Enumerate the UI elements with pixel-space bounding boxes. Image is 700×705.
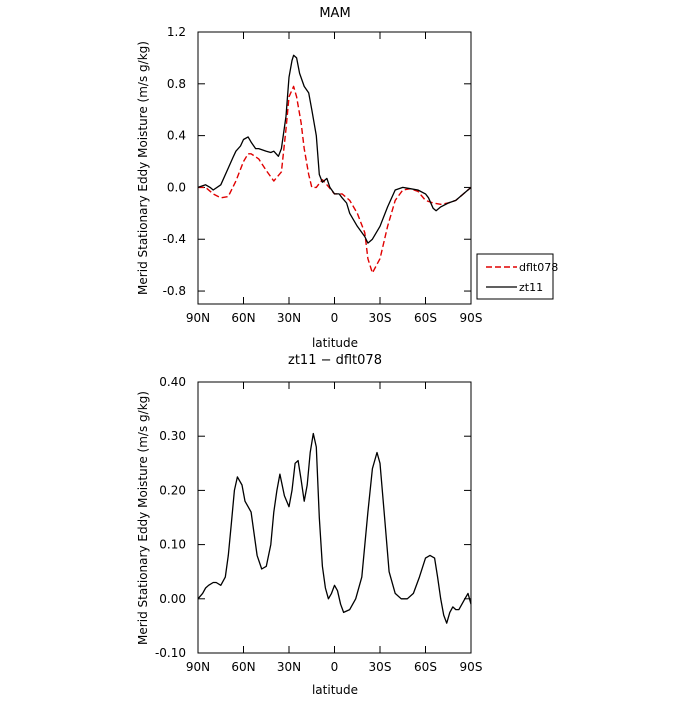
x-tick-label: 60N: [231, 311, 255, 325]
legend: dflt078 zt11: [476, 253, 558, 300]
chart-title: zt11 − dflt078: [288, 353, 382, 368]
lines-layer: [197, 54, 472, 274]
y-tick-label: 0.20: [159, 483, 186, 497]
x-tick-label: 60S: [414, 311, 437, 325]
series-line-zt11: [197, 54, 472, 244]
y-tick-label: 0.4: [167, 129, 186, 143]
y-tick-label: 0.00: [159, 592, 186, 606]
series-line-dflt078: [198, 85, 472, 274]
x-tick-label: 90S: [460, 660, 483, 674]
legend-label-dflt078: dflt078: [519, 261, 558, 274]
y-tick-label: -0.8: [163, 284, 186, 298]
x-tick-label: 60S: [414, 660, 437, 674]
panel-top: MAM Merid Stationary Eddy Moisture (m/s …: [136, 6, 482, 350]
x-tick-label: 30N: [277, 660, 301, 674]
y-tick-label: 0.10: [159, 538, 186, 552]
lines-layer: [197, 432, 472, 624]
x-tick-label: 30S: [369, 660, 392, 674]
panel-bottom: zt11 − dflt078 Merid Stationary Eddy Moi…: [136, 353, 482, 697]
x-axis-label: latitude: [312, 336, 358, 350]
y-tick-label: 0.30: [159, 429, 186, 443]
x-tick-label: 90N: [186, 660, 210, 674]
y-axis-label: Merid Stationary Eddy Moisture (m/s g/kg…: [136, 391, 150, 645]
chart-title: MAM: [319, 6, 350, 21]
y-tick-label: 0.0: [167, 180, 186, 194]
legend-label-zt11: zt11: [519, 281, 543, 294]
x-tick-label: 30S: [369, 311, 392, 325]
y-tick-label: -0.4: [163, 232, 186, 246]
x-tick-label: 60N: [231, 660, 255, 674]
ticks-layer: 90N 60N 30N 0 30S 60S 90S 1.2 0.8 0.4 0.0 -0.4 -0.8: [163, 25, 483, 325]
y-tick-label: 1.2: [167, 25, 186, 39]
y-tick-label: -0.10: [155, 646, 186, 660]
plot-frame: [197, 381, 472, 654]
x-tick-label: 0: [331, 660, 339, 674]
legend-box: [476, 253, 554, 300]
series-line-series-0: [197, 432, 472, 624]
y-tick-label: 0.40: [159, 375, 186, 389]
ticks-layer: 90N 60N 30N 0 30S 60S 90S 0.40 0.30 0.20 0.10 0.00 -…: [155, 375, 483, 674]
x-axis-label: latitude: [312, 683, 358, 697]
x-tick-label: 90S: [460, 311, 483, 325]
y-axis-label: Merid Stationary Eddy Moisture (m/s g/kg…: [136, 41, 150, 295]
x-tick-label: 30N: [277, 311, 301, 325]
plot-frame: [197, 31, 472, 305]
y-tick-label: 0.8: [167, 77, 186, 91]
x-tick-label: 90N: [186, 311, 210, 325]
x-tick-label: 0: [331, 311, 339, 325]
